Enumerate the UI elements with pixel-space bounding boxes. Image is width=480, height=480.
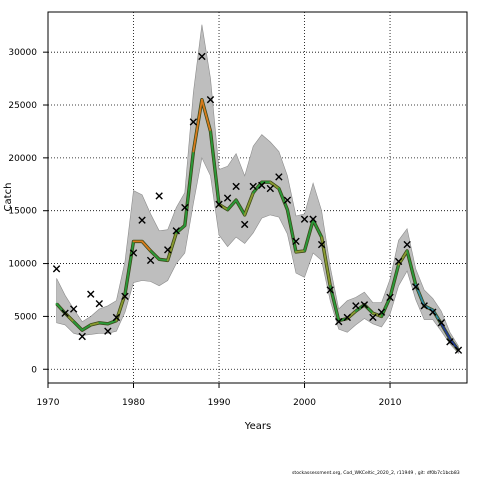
observed-point xyxy=(309,215,317,223)
observed-point xyxy=(420,302,428,310)
y-tick-label: 25000 xyxy=(8,101,37,111)
observed-point xyxy=(446,338,454,346)
observed-point xyxy=(258,181,266,190)
observed-point xyxy=(343,313,351,322)
y-tick-label: 10000 xyxy=(8,260,37,270)
estimate-line-segment xyxy=(406,249,417,286)
observed-points xyxy=(52,52,463,354)
observed-point xyxy=(206,96,215,104)
observed-point xyxy=(129,249,138,257)
observed-point xyxy=(454,346,463,354)
estimate-line-segment xyxy=(312,219,323,239)
y-tick-label: 30000 xyxy=(8,48,37,58)
observed-point xyxy=(275,173,283,181)
observed-point xyxy=(394,257,403,266)
estimate-line-segment xyxy=(235,199,246,216)
observed-point xyxy=(189,118,198,126)
observed-point xyxy=(411,283,420,291)
observed-point xyxy=(283,196,292,204)
y-tick-label: 20000 xyxy=(8,154,37,164)
estimate-line-segment xyxy=(158,258,169,262)
estimate-line-segment xyxy=(141,240,152,252)
estimate-line-segment xyxy=(372,312,383,318)
estimate-line-segment xyxy=(149,249,161,261)
observed-point xyxy=(181,203,189,212)
estimate-line-segment xyxy=(183,150,195,227)
y-tick-label: 0 xyxy=(31,365,37,375)
estimate-line-segment xyxy=(226,199,238,211)
x-tick-label: 1970 xyxy=(37,398,60,408)
y-axis: 0 5000 10000 15000 20000 25000 30000 xyxy=(8,48,48,375)
plot-frame xyxy=(47,11,468,384)
estimate-line-segment xyxy=(89,321,101,326)
estimate-line-segment xyxy=(192,98,203,153)
estimate-line-segment xyxy=(243,191,255,216)
estimate-line-segment xyxy=(286,208,297,253)
estimate-line-segment xyxy=(201,98,212,133)
observed-point xyxy=(249,182,257,191)
x-axis-title: Years xyxy=(244,421,271,432)
observed-point xyxy=(112,313,121,322)
observed-point xyxy=(403,240,411,249)
estimate-line-segment xyxy=(98,321,109,325)
observed-point xyxy=(172,227,180,235)
observed-point xyxy=(146,256,155,265)
observed-point xyxy=(52,265,61,273)
observed-point xyxy=(198,52,206,61)
observed-point xyxy=(369,313,377,322)
observed-point xyxy=(87,290,95,298)
observed-point xyxy=(215,200,223,209)
x-tick-label: 1990 xyxy=(208,398,231,408)
estimate-line-segment xyxy=(389,263,400,299)
observed-point xyxy=(360,301,369,309)
observed-point xyxy=(104,327,112,335)
estimate-line-segment xyxy=(277,187,289,211)
observed-point xyxy=(429,308,437,316)
observed-point xyxy=(292,237,300,246)
observed-point xyxy=(335,318,343,326)
y-axis-title: Catch xyxy=(3,183,14,212)
observed-point xyxy=(437,319,446,327)
estimate-line-segment xyxy=(81,323,92,332)
footer-credit: stockassessment.org, Cod_WKCeltic_2020_2… xyxy=(292,471,460,476)
observed-point xyxy=(352,302,360,310)
estimate-line-segment xyxy=(295,249,306,253)
estimate-line-segment xyxy=(124,240,135,296)
observed-point xyxy=(78,332,86,341)
observed-point xyxy=(95,300,104,308)
observed-point xyxy=(69,305,78,313)
observed-point xyxy=(164,246,172,254)
y-tick-label: 15000 xyxy=(8,207,37,217)
estimate-line-segment xyxy=(303,219,314,252)
x-tick-label: 2010 xyxy=(379,398,402,408)
observed-point xyxy=(61,309,69,317)
observed-point xyxy=(138,216,146,224)
observed-point xyxy=(232,182,240,191)
x-tick-label: 2000 xyxy=(293,398,316,408)
estimate-line-segment xyxy=(166,232,178,262)
estimate-line-segment xyxy=(269,181,280,190)
observed-point xyxy=(240,220,249,229)
observed-point xyxy=(266,184,275,193)
observed-point xyxy=(326,286,334,294)
x-axis: 1970 1980 1990 2000 2010 xyxy=(37,383,402,408)
observed-point xyxy=(386,293,394,302)
observed-point xyxy=(300,215,309,223)
observed-point xyxy=(377,308,386,316)
y-tick-label: 5000 xyxy=(14,312,37,322)
estimate-line-segment xyxy=(440,322,451,340)
x-tick-label: 1980 xyxy=(122,398,145,408)
observed-point xyxy=(155,192,163,200)
observed-point xyxy=(223,194,232,202)
observed-point xyxy=(317,240,326,249)
observed-point xyxy=(121,292,129,301)
estimate-line-segment xyxy=(106,319,118,325)
estimate-line-segment xyxy=(346,310,357,320)
estimate-line-segment xyxy=(209,130,220,206)
estimate-line-segment xyxy=(72,320,84,332)
